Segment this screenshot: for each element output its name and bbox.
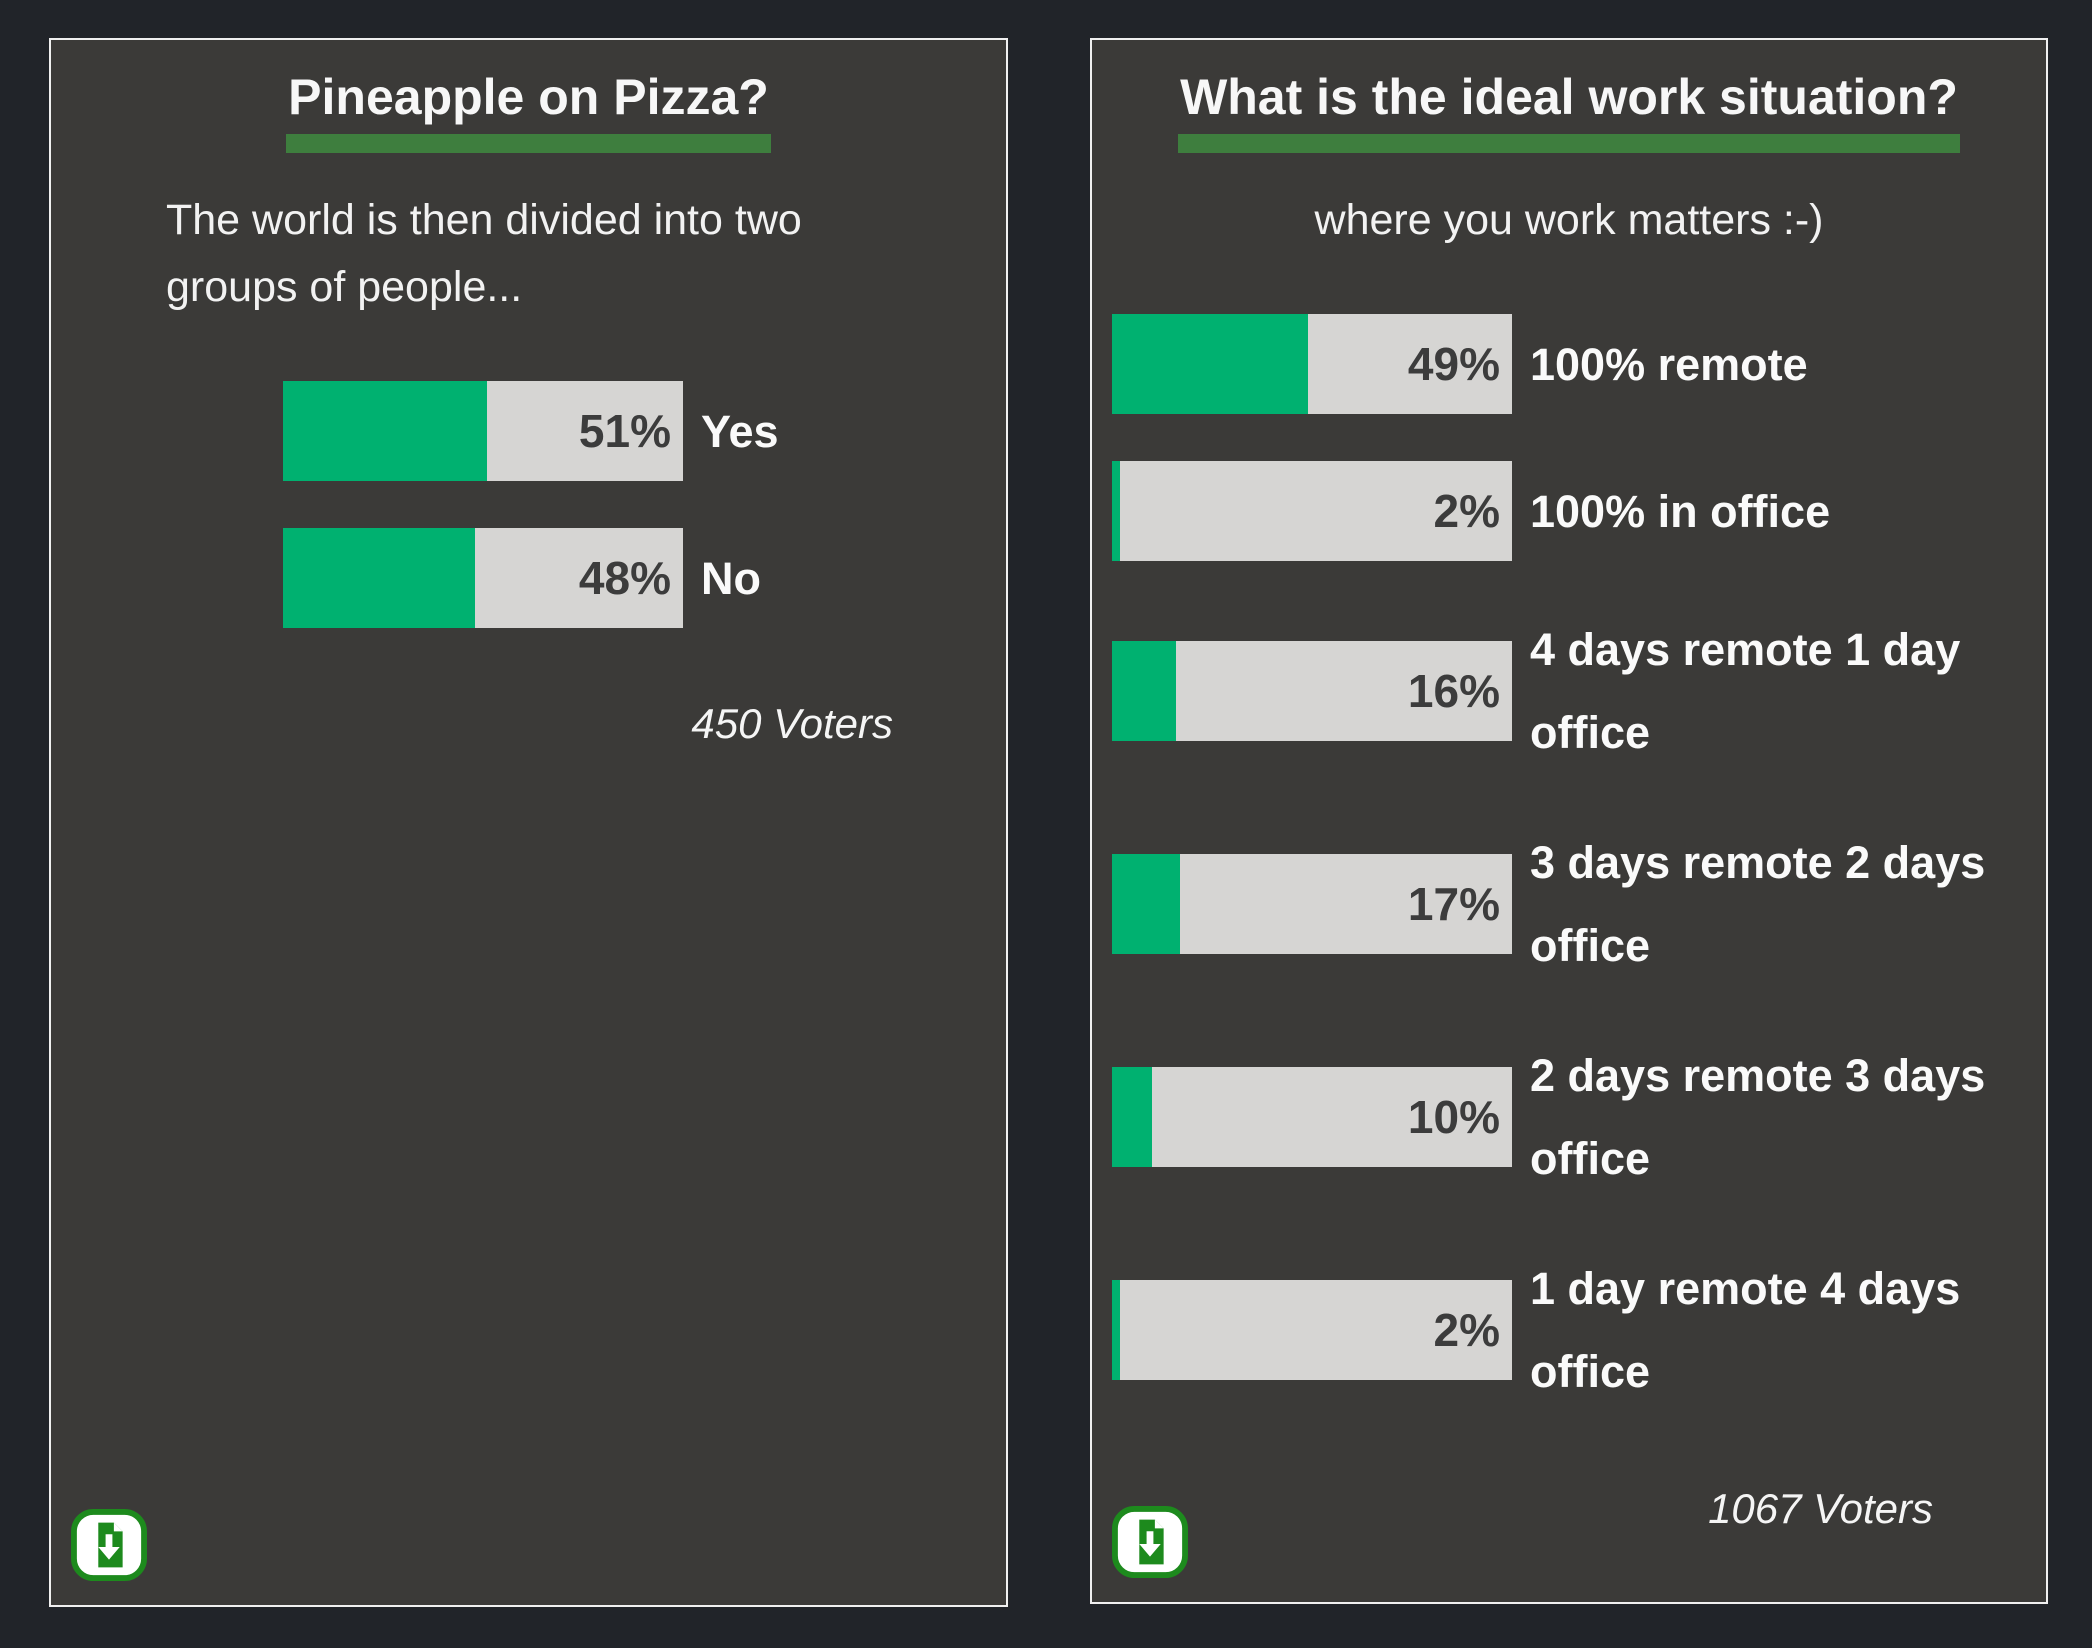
poll-title-wrap: Pineapple on Pizza? <box>51 40 1006 153</box>
download-button[interactable] <box>1110 1505 1190 1579</box>
bar-track: 49% <box>1112 314 1512 414</box>
option-label: 100% in office <box>1530 485 1831 537</box>
bar-fill <box>283 528 475 628</box>
poll-subtitle: The world is then divided into two groups… <box>166 196 802 311</box>
poll-bar-chart: 49% 100% remote 2% 100% in office 16% 4 days … <box>1112 314 2046 1413</box>
poll-subtitle: where you work matters :-) <box>1314 196 1824 244</box>
option-label: 3 days remote 2 days office <box>1530 837 1986 971</box>
bar-track: 10% <box>1112 1067 1512 1167</box>
poll-title: What is the ideal work situation? <box>1178 68 1960 153</box>
bar-fill <box>1112 1280 1120 1380</box>
file-download-icon <box>1112 1505 1188 1579</box>
percent-label: 16% <box>1407 665 1500 717</box>
percent-label: 2% <box>1433 485 1500 537</box>
percent-label: 2% <box>1433 1304 1500 1356</box>
option-label: 4 days remote 1 day office <box>1530 624 1961 758</box>
bar-track: 16% <box>1112 641 1512 741</box>
bar-track: 2% <box>1112 461 1512 561</box>
bar-fill <box>1112 641 1176 741</box>
bar-track: 48% <box>283 528 683 628</box>
poll-bar-chart: 51% Yes 48% No <box>283 381 1006 628</box>
bar-fill <box>1112 314 1308 414</box>
poll-option-row: 51% Yes <box>283 381 779 481</box>
bar-fill <box>1112 1067 1152 1167</box>
poll-card-ideal-work-situation: What is the ideal work situation? where … <box>1090 38 2048 1604</box>
option-label: No <box>701 552 761 604</box>
percent-label: 51% <box>578 405 671 457</box>
option-label: 2 days remote 3 days office <box>1530 1050 1986 1184</box>
poll-card-pineapple-on-pizza: Pineapple on Pizza? The world is then di… <box>49 38 1008 1607</box>
option-label: 100% remote <box>1530 338 1808 390</box>
poll-option-row: 10% 2 days remote 3 days office <box>1112 1034 1985 1200</box>
bar-fill <box>1112 854 1180 954</box>
poll-option-row: 2% 1 day remote 4 days office <box>1112 1247 1960 1413</box>
download-button[interactable] <box>69 1508 149 1582</box>
poll-option-row: 2% 100% in office <box>1112 461 1830 561</box>
voters-count: 450 Voters <box>691 700 893 747</box>
percent-label: 10% <box>1407 1091 1500 1143</box>
poll-option-row: 16% 4 days remote 1 day office <box>1112 608 1960 774</box>
voters-count: 1067 Voters <box>1708 1485 1933 1532</box>
percent-label: 17% <box>1407 878 1500 930</box>
poll-option-row: 49% 100% remote <box>1112 314 1808 414</box>
poll-title: Pineapple on Pizza? <box>286 68 771 153</box>
bar-fill <box>283 381 487 481</box>
poll-option-row: 17% 3 days remote 2 days office <box>1112 821 1985 987</box>
percent-label: 49% <box>1407 338 1500 390</box>
file-download-icon <box>71 1508 147 1582</box>
bar-track: 51% <box>283 381 683 481</box>
bar-track: 17% <box>1112 854 1512 954</box>
bar-fill <box>1112 461 1120 561</box>
percent-label: 48% <box>578 552 671 604</box>
option-label: 1 day remote 4 days office <box>1530 1263 1961 1397</box>
bar-track: 2% <box>1112 1280 1512 1380</box>
option-label: Yes <box>701 405 779 457</box>
poll-option-row: 48% No <box>283 528 761 628</box>
poll-title-wrap: What is the ideal work situation? <box>1092 40 2046 153</box>
